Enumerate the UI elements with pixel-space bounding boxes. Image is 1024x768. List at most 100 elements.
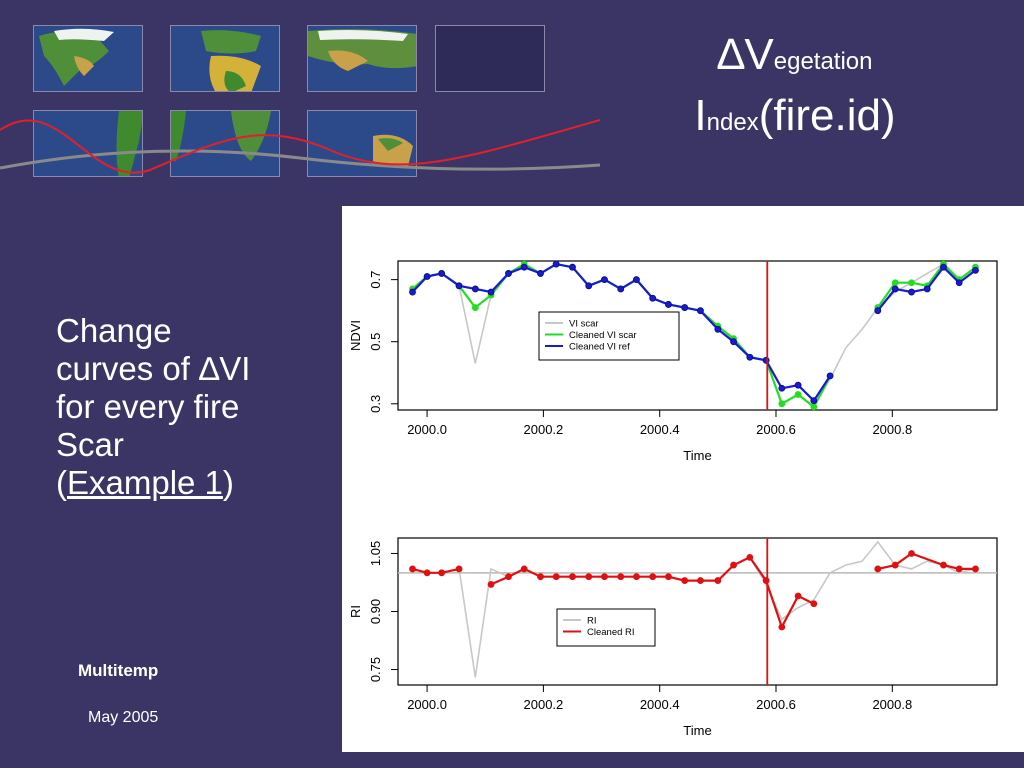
footer-date: May 2005 (88, 709, 159, 726)
chart1-legend-label: Cleaned VI ref (569, 342, 630, 353)
chart2-x-axis-label: Time (683, 723, 711, 738)
chart1-series-cleaned-vi-ref-point (552, 260, 560, 268)
chart1-series-cleaned-vi-ref-point (520, 263, 528, 271)
title-symbol: ∆V (717, 30, 774, 79)
chart1-series-cleaned-vi-ref-point (955, 279, 963, 287)
chart1-series-cleaned-vi-ref-point (794, 381, 802, 389)
body-line: curves of ∆VI (56, 350, 251, 387)
body-line: (Example 1) (56, 464, 234, 501)
chart1-series-cleaned-vi-ref-point (423, 273, 431, 280)
title-index-subscript: ndex (706, 109, 759, 136)
chart1-legend-label: Cleaned VI scar (569, 330, 637, 341)
chart1-series-cleaned-vi-scar-point (794, 391, 802, 398)
body-line: Change (56, 312, 172, 349)
chart1-series-cleaned-vi-ref-point (438, 270, 446, 277)
chart1-y-tick-label: 0.5 (368, 333, 383, 351)
chart2-series-cleaned-ri-point (505, 573, 512, 581)
chart1-series-cleaned-vi-ref-point (471, 285, 479, 293)
chart2-series-cleaned-ri-point (520, 565, 528, 573)
map-image (171, 26, 279, 91)
map-image (308, 26, 416, 91)
title-index-letter: I (694, 91, 707, 140)
map-image (34, 26, 142, 91)
example-link[interactable]: Example 1 (67, 464, 223, 501)
map-thumbnail-asia (307, 25, 417, 92)
title-fire-id: (fire.id) (758, 91, 896, 140)
body-line: for every fire (56, 388, 240, 425)
chart1-series-cleaned-vi-ref-point (891, 285, 899, 293)
chart2-series-cleaned-ri-point (762, 577, 770, 584)
chart2-legend-box (556, 608, 656, 647)
chart1-x-tick-label: 2000.2 (524, 422, 564, 437)
chart1-series-cleaned-vi-ref-point (714, 325, 722, 333)
chart2-series-cleaned-ri-point (714, 577, 722, 584)
chart1-series-cleaned-vi-ref-point (681, 304, 689, 311)
chart1-series-cleaned-vi-ref-point (762, 356, 770, 364)
map-thumbnail-south-america (33, 110, 143, 177)
title-subscript: egetation (773, 48, 873, 75)
chart1-y-axis-label: NDVI (348, 320, 363, 351)
chart2-series-cleaned-ri-point (730, 561, 737, 569)
chart1-series-cleaned-vi-ref-point (923, 285, 931, 293)
chart2-series-cleaned-ri-point (908, 550, 915, 557)
chart1-series-cleaned-vi-ref-point (409, 288, 416, 296)
chart1-series-cleaned-vi-ref-point (746, 353, 754, 361)
chart2-series-ri-line (412, 540, 976, 678)
body-line: Scar (56, 426, 124, 463)
chart1-series-cleaned-vi-ref-point (569, 263, 576, 271)
chart2-x-tick-label: 2000.0 (407, 697, 447, 712)
chart1-y-tick-label: 0.3 (368, 395, 383, 413)
chart2-series-cleaned-ri-point (585, 573, 593, 581)
map-thumbnail-north-america (33, 25, 143, 92)
chart1-series-cleaned-vi-ref-point (649, 294, 657, 302)
chart1-x-tick-label: 2000.0 (407, 422, 447, 437)
chart1-series-cleaned-vi-scar-point (810, 403, 818, 411)
chart1-series-cleaned-vi-ref-point (601, 276, 608, 284)
chart1-x-tick-label: 2000.6 (756, 422, 796, 437)
map-thumbnail-europe-africa (170, 25, 280, 92)
chart2-series-cleaned-ri-point (633, 573, 640, 581)
chart2-y-tick-label: 1.05 (368, 541, 383, 566)
slide-title: ∆Vegetation Index(fire.id) (600, 28, 990, 150)
chart2-series-cleaned-ri-point (649, 573, 657, 581)
chart1-series-cleaned-vi-ref-point (826, 372, 834, 380)
map-thumbnail-empty (435, 25, 545, 92)
chart1-y-tick-label: 0.7 (368, 271, 383, 289)
decorative-wave (0, 119, 600, 174)
chart2-series-cleaned-ri-point (746, 553, 754, 561)
chart1-x-tick-label: 2000.8 (872, 422, 912, 437)
chart2-series-cleaned-ri-point (455, 565, 463, 573)
chart1-series-cleaned-vi-ref-point (778, 384, 786, 392)
map-image (34, 111, 142, 176)
chart1-series-cleaned-vi-scar-point (891, 279, 899, 287)
chart2-x-tick-label: 2000.8 (872, 697, 912, 712)
chart2-series-cleaned-ri-point (972, 565, 979, 573)
chart1-series-cleaned-vi-ref-point (455, 282, 463, 290)
chart1-series-cleaned-vi-ref-point (697, 307, 704, 315)
chart2-series-cleaned-ri-point (874, 565, 882, 573)
footer-organization: Multitemp (78, 661, 159, 680)
body-text: Change curves of ∆VI for every fire Scar… (56, 312, 326, 502)
chart2-series-cleaned-ri-point (569, 573, 576, 581)
chart2-series-cleaned-ri-line (412, 567, 460, 574)
chart1-series-cleaned-vi-ref-point (810, 397, 818, 405)
chart1-series-cleaned-vi-ref-point (665, 301, 672, 308)
chart1-series-cleaned-vi-ref-point (940, 263, 947, 271)
chart1-series-cleaned-vi-ref-point (617, 285, 625, 293)
delta-vi-symbol: ∆VI (199, 350, 251, 387)
chart2-series-cleaned-ri-point (891, 561, 899, 569)
chart2-series-cleaned-ri-point (681, 577, 689, 584)
chart1-series-cleaned-vi-ref-point (505, 270, 512, 277)
chart2-x-tick-label: 2000.2 (524, 697, 564, 712)
chart2-series-cleaned-ri-point (778, 623, 786, 631)
chart2-series-cleaned-ri-point (487, 581, 495, 588)
chart1-series-cleaned-vi-ref-point (730, 338, 737, 346)
chart2-series-cleaned-ri-point (665, 573, 672, 581)
chart1-series-cleaned-vi-ref-point (908, 288, 915, 296)
chart2-series-cleaned-ri-point (537, 573, 544, 581)
chart2-y-tick-label: 0.90 (368, 599, 383, 624)
chart2-y-axis-label: RI (348, 605, 363, 618)
chart1-series-cleaned-vi-ref-point (585, 282, 593, 290)
chart1-series-cleaned-vi-ref-point (487, 288, 495, 296)
charts-svg: 2000.0 2000.2 2000.4 2000.6 2000.8 Time 0.3 0.5… (348, 260, 998, 738)
